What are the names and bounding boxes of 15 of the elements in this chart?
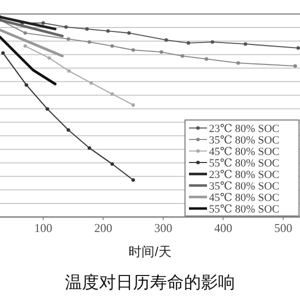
x-tick-label: 100 (34, 221, 52, 235)
x-axis-title: 时间/天 (128, 244, 172, 259)
x-tick-label: 200 (94, 221, 112, 235)
legend-label: 45℃ 80% SOC (209, 192, 280, 204)
x-tick-label: 500 (274, 221, 292, 235)
legend-label: 23℃ 80% SOC (209, 169, 280, 181)
legend-label: 35℃ 80% SOC (209, 180, 280, 192)
legend-label: 35℃ 80% SOC (209, 134, 280, 146)
legend-label: 23℃ 80% SOC (209, 123, 280, 135)
x-tick-label: 300 (154, 221, 172, 235)
legend-label: 55℃ 80% SOC (209, 204, 280, 216)
legend-label: 45℃ 80% SOC (209, 146, 280, 158)
text: 温度对日历寿命的影响 (65, 273, 235, 292)
legend-label: 55℃ 80% SOC (209, 158, 280, 170)
x-tick-label: 400 (214, 221, 232, 235)
